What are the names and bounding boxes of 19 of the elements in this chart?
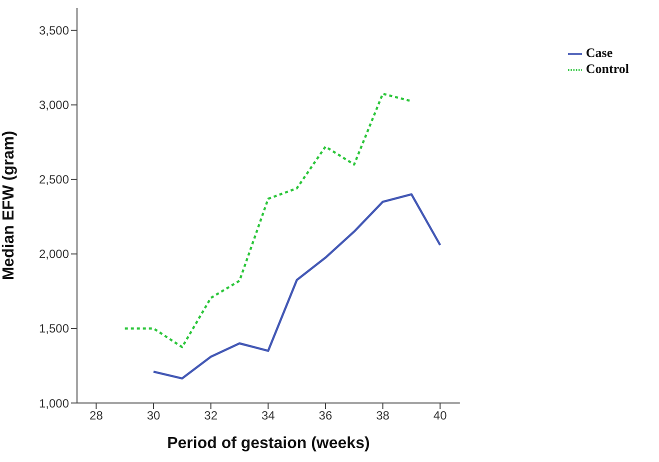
line-series (124, 92, 413, 348)
y-tick-label: 2,000 (38, 247, 70, 262)
y-tick-label: 1,000 (38, 396, 70, 410)
x-tick-label: 28 (90, 408, 104, 423)
x-tick-label: 30 (146, 408, 161, 423)
y-axis-title: Median EFW (gram) (0, 130, 18, 280)
x-tick-label: 38 (376, 408, 390, 423)
line-series (152, 193, 442, 380)
legend-label: Case (586, 45, 613, 60)
x-tick-label: 36 (318, 408, 332, 423)
x-tick-label: 40 (433, 408, 448, 423)
legend-label: Control (586, 61, 629, 76)
y-tick-label: 3,000 (38, 98, 70, 112)
x-axis-title: Period of gestaion (weeks) (167, 435, 370, 452)
y-tick-label: 1,500 (38, 322, 70, 336)
x-tick-label: 34 (261, 408, 276, 423)
y-tick-label: 3,500 (38, 24, 70, 38)
x-tick-label: 32 (204, 408, 218, 423)
y-tick-label: 2,500 (38, 172, 70, 187)
